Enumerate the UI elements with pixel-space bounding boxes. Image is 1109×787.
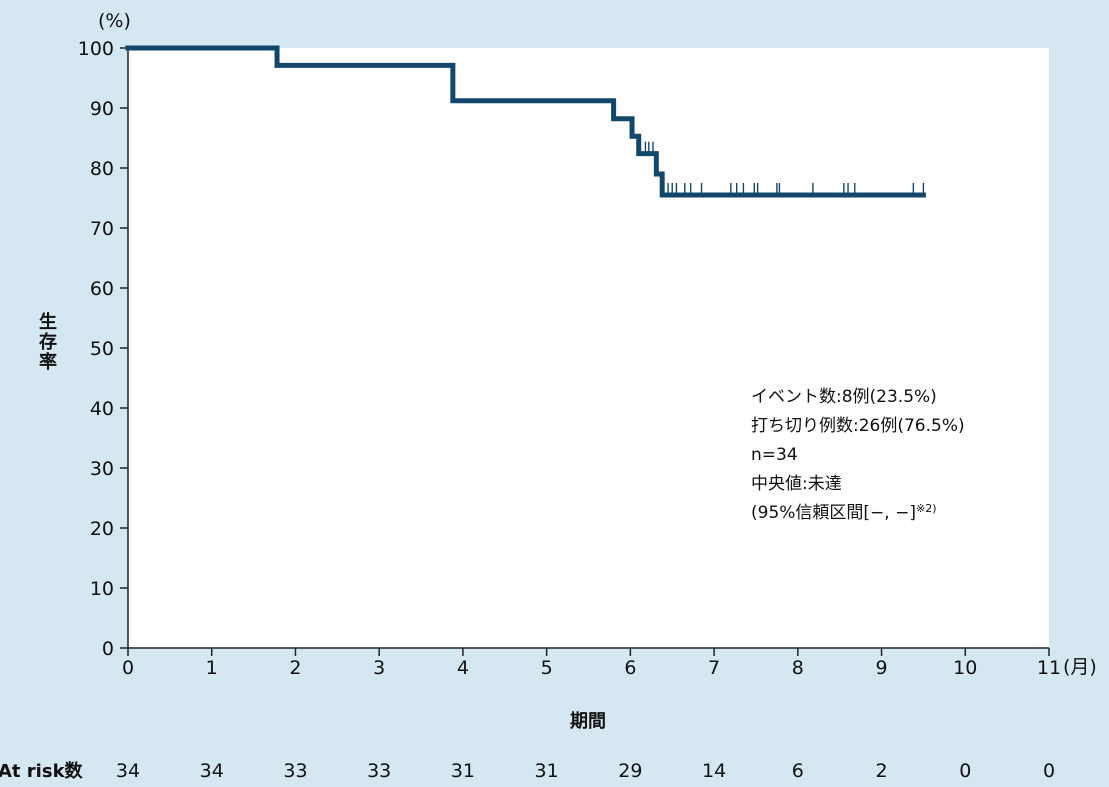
x-tick-label: 3	[373, 657, 385, 679]
x-tick-label: 0	[122, 657, 134, 679]
annotation-box: イベント数:8例(23.5%) 打ち切り例数:26例(76.5%) n=34 中…	[751, 387, 965, 523]
x-tick-label: 7	[708, 657, 720, 679]
y-tick-label: 80	[90, 158, 114, 180]
y-tick-label: 70	[90, 218, 114, 240]
x-unit-label: (月)	[1063, 656, 1097, 678]
annotation-footnote-mark: ※2)	[916, 502, 937, 515]
y-axis-label-char: 存	[39, 331, 57, 353]
axes	[120, 47, 1050, 656]
plot-area	[128, 48, 1049, 648]
x-tick-label: 9	[875, 657, 887, 679]
y-tick-label: 10	[90, 578, 114, 600]
at-risk-value: 33	[283, 760, 307, 782]
y-tick-label: 100	[78, 38, 114, 60]
tick-labels: 0 10 20 30 40 50 60 70 80 90 100 0 1 2 3 4 5 6 7 8 9 10 11	[78, 38, 1061, 679]
survival-curve	[125, 45, 926, 198]
x-tick-label: 6	[624, 657, 636, 679]
at-risk-value: 33	[367, 760, 391, 782]
at-risk-value: 29	[618, 760, 642, 782]
at-risk-value: 34	[116, 760, 140, 782]
annotation-median: 中央値:未達	[751, 474, 842, 494]
chart-marks	[125, 45, 926, 198]
annotation-censored: 打ち切り例数:26例(76.5%)	[751, 416, 965, 436]
at-risk-value: 31	[451, 760, 475, 782]
y-axis-label-char: 生	[39, 311, 57, 333]
x-tick-label: 11	[1037, 657, 1061, 679]
annotation-events: イベント数:8例(23.5%)	[751, 387, 937, 407]
y-unit-label: (%)	[98, 10, 131, 32]
y-tick-label: 90	[90, 98, 114, 120]
y-tick-label: 40	[90, 398, 114, 420]
y-tick-label: 60	[90, 278, 114, 300]
at-risk-label: At risk数	[0, 760, 84, 782]
at-risk-value: 31	[535, 760, 559, 782]
x-tick-label: 8	[792, 657, 804, 679]
annotation-n: n=34	[751, 445, 798, 465]
at-risk-value: 0	[1043, 760, 1055, 782]
annotation-ci: (95%信頼区間[−, −]※2)	[751, 502, 937, 523]
at-risk-value: 2	[875, 760, 887, 782]
at-risk-table: At risk数 34 34 33 33 31 31 29 14 6 2 0 0	[0, 760, 1055, 782]
y-tick-label: 0	[102, 638, 114, 660]
y-tick-label: 20	[90, 518, 114, 540]
x-tick-label: 1	[206, 657, 218, 679]
y-tick-label: 50	[90, 338, 114, 360]
y-tick-label: 30	[90, 458, 114, 480]
at-risk-value: 34	[200, 760, 224, 782]
x-tick-label: 10	[953, 657, 977, 679]
y-axis-label: 生存率	[39, 311, 57, 373]
at-risk-value: 0	[959, 760, 971, 782]
x-tick-label: 2	[289, 657, 301, 679]
at-risk-value: 6	[792, 760, 804, 782]
y-axis-label-char: 率	[39, 351, 57, 373]
at-risk-value: 14	[702, 760, 726, 782]
x-tick-label: 5	[541, 657, 553, 679]
x-tick-label: 4	[457, 657, 469, 679]
annotation-ci-main: (95%信頼区間[−, −]	[751, 503, 916, 523]
x-axis-label: 期間	[570, 711, 606, 732]
